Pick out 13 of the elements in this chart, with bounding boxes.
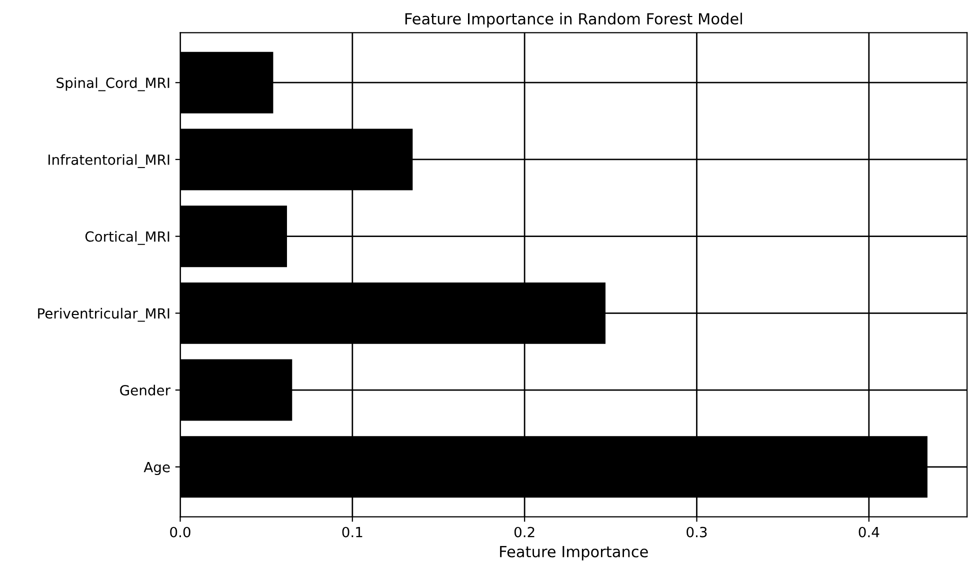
y-tick-label: Age bbox=[144, 462, 170, 476]
y-tick-label: Spinal_Cord_MRI bbox=[56, 77, 170, 92]
y-tick-label: Periventricular_MRI bbox=[38, 308, 170, 322]
y-tick-label: Infratentorial_MRI bbox=[48, 154, 170, 168]
x-tick-label: 0.2 bbox=[514, 526, 534, 538]
chart-title: Feature Importance in Random Forest Model bbox=[405, 12, 742, 28]
x-tick-label: 0.1 bbox=[342, 526, 362, 538]
x-tick-label: 0.4 bbox=[858, 526, 880, 538]
x-tick-label: 0.0 bbox=[170, 526, 190, 538]
x-tick-label: 0.3 bbox=[686, 526, 707, 538]
y-tick-label: Gender bbox=[120, 384, 171, 396]
y-tick-label: Cortical_MRI bbox=[85, 231, 170, 245]
x-axis-title: Feature Importance bbox=[500, 546, 648, 560]
